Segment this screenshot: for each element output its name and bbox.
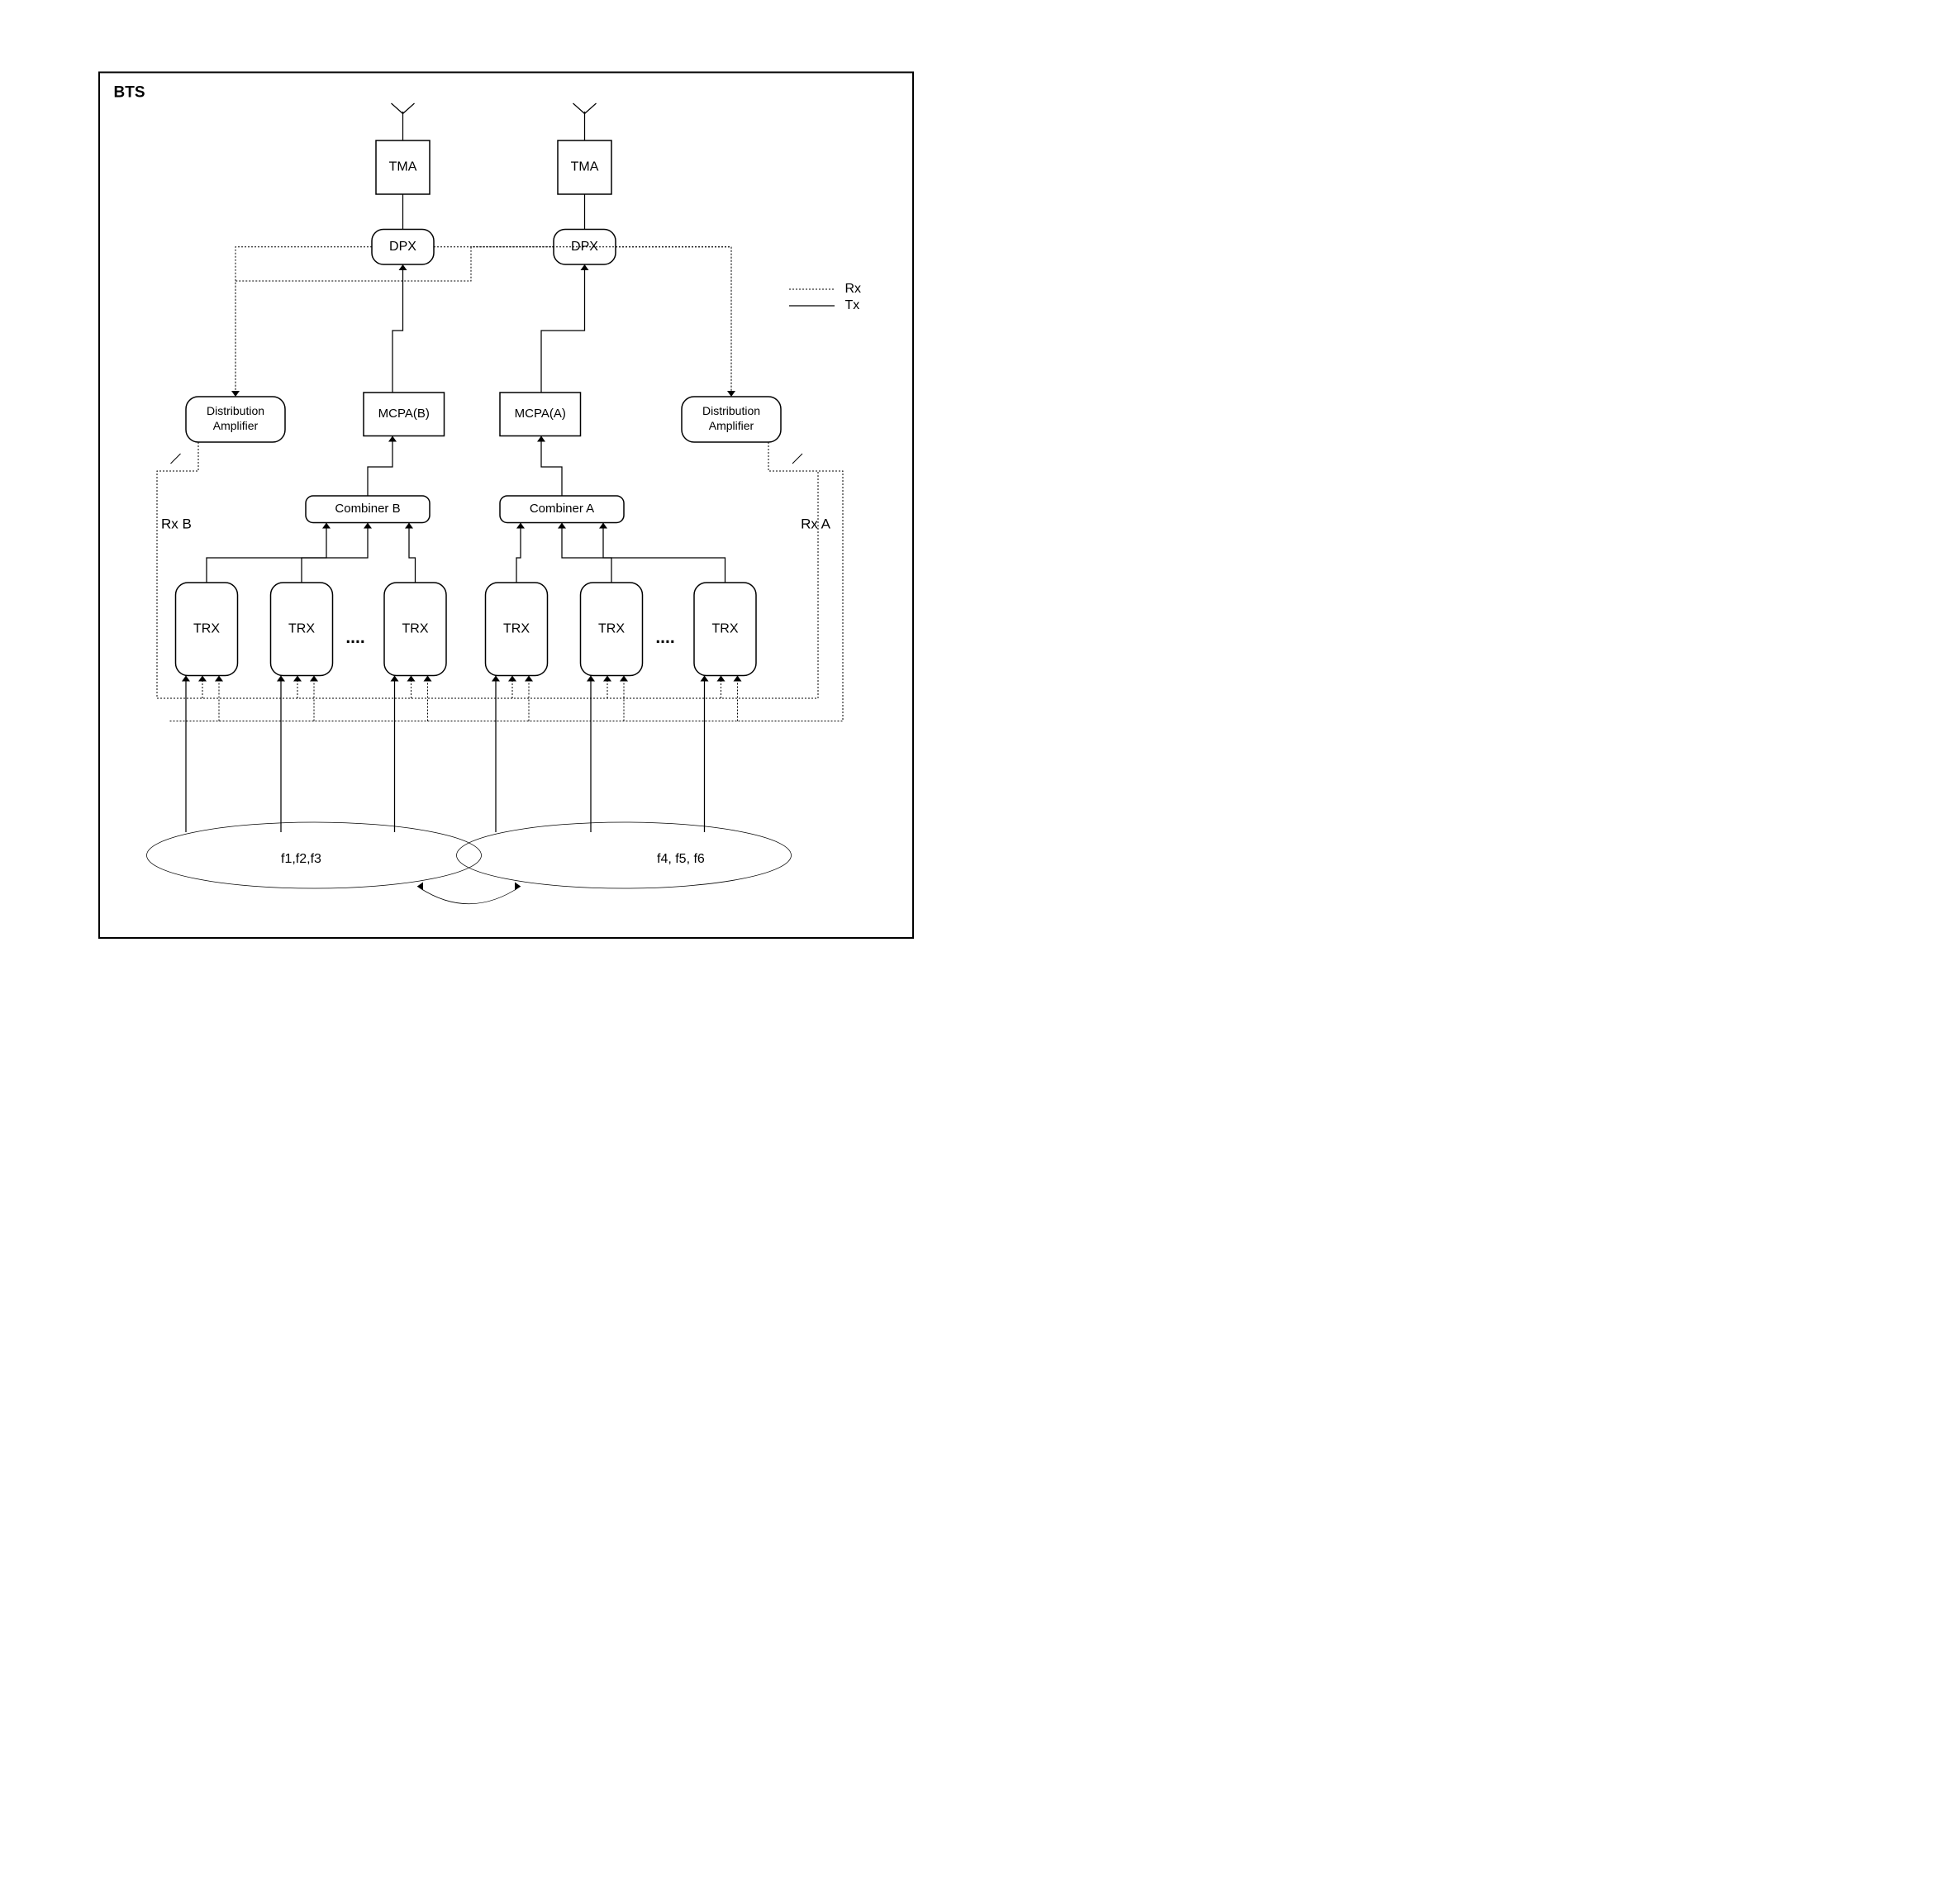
tx-trx-comb-a-3 (516, 523, 521, 583)
combiner_b-label: Combiner B (335, 502, 400, 516)
mcpa_b-label: MCPA(B) (378, 407, 430, 421)
bts-title: BTS (114, 84, 145, 102)
tx-trx-comb-b-0 (207, 523, 326, 583)
rx-bus-a (169, 442, 843, 721)
rx-b-label: Rx B (161, 516, 192, 531)
freq-ellipse-a (457, 822, 792, 888)
arrowhead (198, 676, 207, 682)
arrowhead (182, 676, 190, 682)
arrowhead (399, 264, 407, 270)
trx-4-label: TRX (598, 621, 625, 635)
tx-mcpa-comb-b (368, 436, 392, 497)
arrowhead (516, 523, 525, 529)
dots-a: .... (655, 628, 674, 647)
tx-dpx-mcpa-b (392, 264, 403, 393)
trx-1-label: TRX (288, 621, 315, 635)
arrowhead (310, 676, 318, 682)
arrowhead (322, 523, 331, 529)
freq-a-label: f4, f5, f6 (657, 852, 705, 866)
arrowhead (599, 523, 607, 529)
arrowhead (620, 676, 628, 682)
distamp_b-label2: Amplifier (213, 419, 259, 432)
tx-trx-comb-a-5 (603, 523, 725, 583)
arrowhead (525, 676, 533, 682)
dpx_b-label: DPX (389, 240, 416, 254)
arrowhead (293, 676, 302, 682)
freq-b-label: f1,f2,f3 (281, 852, 321, 866)
arrowhead (364, 523, 372, 529)
arrowhead (558, 523, 566, 529)
arrowhead (391, 676, 399, 682)
distamp_b-label1: Distribution (207, 404, 264, 417)
tx-mcpa-comb-a (541, 436, 562, 497)
dots-b: .... (345, 628, 364, 647)
arrowhead (388, 436, 397, 442)
arrowhead (508, 676, 516, 682)
slash (792, 454, 802, 464)
arrowhead (215, 676, 223, 682)
combiner_a-label: Combiner A (530, 502, 594, 516)
legend-tx-label: Tx (845, 298, 860, 312)
arrowhead (603, 676, 611, 682)
arrowhead (417, 883, 423, 891)
arrowhead (701, 676, 709, 682)
distamp_a-label2: Amplifier (709, 419, 754, 432)
legend-rx-label: Rx (845, 282, 862, 296)
slash (171, 454, 181, 464)
rx-a-label: Rx A (801, 516, 831, 531)
trx-0-label: TRX (193, 621, 220, 635)
trx-2-label: TRX (402, 621, 429, 635)
arrowhead (587, 676, 595, 682)
arrowhead (492, 676, 500, 682)
arrowhead (231, 391, 240, 397)
tx-dpx-mcpa-a (541, 264, 585, 393)
arrowhead (734, 676, 742, 682)
tx-trx-comb-a-4 (562, 523, 611, 583)
arrowhead (537, 436, 545, 442)
dpx_a-label: DPX (571, 240, 598, 254)
rx-dpxa-to-distampa (616, 247, 731, 397)
arrowhead (424, 676, 432, 682)
arrowhead (277, 676, 285, 682)
trx-5-label: TRX (712, 621, 739, 635)
tma_a-label: TMA (571, 160, 599, 174)
arrowhead (405, 523, 413, 529)
distamp_a-label1: Distribution (702, 404, 760, 417)
freq-link-curve (417, 887, 521, 904)
trx-3-label: TRX (503, 621, 530, 635)
arrowhead (515, 883, 521, 891)
arrowhead (717, 676, 725, 682)
rx-dpxb-to-distampb (235, 247, 372, 397)
arrowhead (581, 264, 589, 270)
tma_b-label: TMA (389, 160, 417, 174)
tx-trx-comb-b-2 (409, 523, 416, 583)
mcpa_a-label: MCPA(A) (515, 407, 566, 421)
tx-trx-comb-b-1 (302, 523, 368, 583)
rx-dpxa-to-distampb-upper (235, 247, 554, 397)
arrowhead (407, 676, 416, 682)
